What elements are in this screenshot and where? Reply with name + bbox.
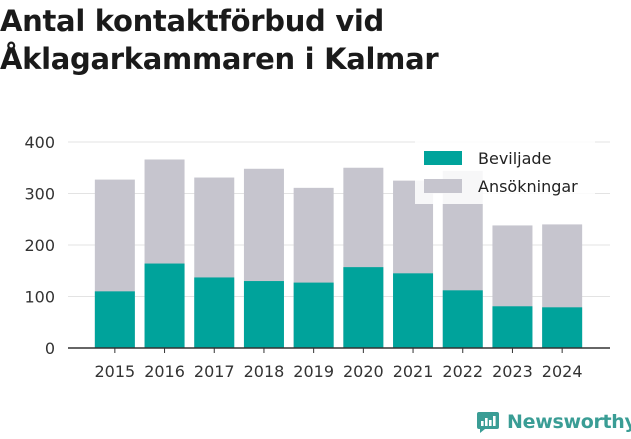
brand: Newsworthy	[476, 406, 631, 438]
bar-granted	[94, 291, 135, 348]
x-tick-label: 2020	[343, 362, 384, 381]
x-tick-label: 2021	[393, 362, 434, 381]
bar-granted	[243, 281, 284, 348]
x-tick-label: 2016	[144, 362, 185, 381]
legend-label-granted: Beviljade	[478, 149, 551, 168]
newsworthy-logo-icon	[477, 412, 499, 433]
bars-granted	[94, 263, 583, 348]
y-axis: 0 100 200 300 400	[24, 133, 55, 358]
brand-name: Newsworthy	[507, 411, 631, 433]
y-tick-label: 0	[45, 339, 55, 358]
y-tick-label: 100	[24, 288, 55, 307]
legend-background	[415, 140, 595, 204]
chart-title: Antal kontaktförbud vid Åklagarkammaren …	[0, 4, 439, 76]
y-tick-label: 300	[24, 185, 55, 204]
bar-granted	[492, 306, 533, 348]
bar-granted	[542, 307, 583, 348]
x-axis: 2015 2016 2017 2018 2019 2020 2021 2022 2023 2024	[94, 348, 583, 381]
legend-swatch-granted	[424, 151, 462, 165]
x-tick-label: 2022	[442, 362, 483, 381]
legend-label-applications: Ansökningar	[478, 177, 578, 196]
x-tick-label: 2015	[94, 362, 135, 381]
y-tick-label: 400	[24, 133, 55, 152]
legend-swatch-applications	[424, 179, 462, 193]
x-tick-label: 2018	[244, 362, 285, 381]
bar-granted	[343, 267, 384, 348]
x-tick-label: 2024	[542, 362, 583, 381]
x-tick-label: 2017	[194, 362, 235, 381]
bar-granted	[293, 282, 334, 348]
bar-granted	[393, 273, 434, 348]
x-tick-label: 2023	[492, 362, 533, 381]
x-tick-label: 2019	[293, 362, 334, 381]
bar-granted	[442, 290, 483, 348]
bar-granted	[144, 263, 185, 348]
y-tick-label: 200	[24, 236, 55, 255]
legend: Beviljade Ansökningar	[415, 140, 595, 204]
bar-granted	[194, 277, 235, 348]
